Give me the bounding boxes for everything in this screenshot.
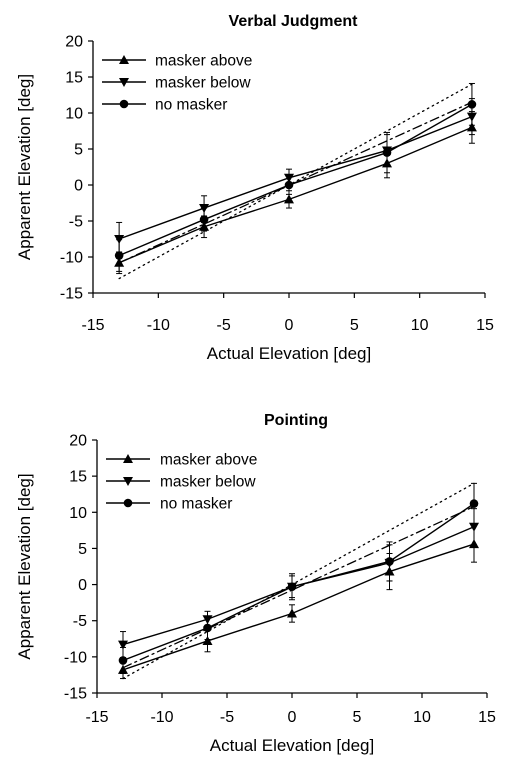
y-tick-label: 5: [78, 541, 87, 558]
y-tick-label: 0: [74, 178, 83, 195]
legend-label: masker below: [160, 474, 256, 491]
x-tick-label: 0: [288, 709, 297, 726]
y-tick-label: -15: [64, 686, 87, 703]
y-tick-label: 0: [78, 577, 87, 594]
data-point: [287, 608, 297, 618]
x-tick-label: -15: [85, 709, 108, 726]
legend-label: masker above: [160, 452, 257, 469]
legend-marker: [119, 99, 129, 109]
x-axis-label: Actual Elevation [deg]: [210, 736, 374, 755]
series-line: [118, 103, 473, 257]
chart-panel-2: Pointing -15 -10 -5 0 5 10 15 20 -15 -10 -5 0 5 10 15 Ac…: [15, 412, 496, 755]
legend-label: no masker: [155, 97, 227, 114]
data-point: [199, 215, 209, 224]
series-masker-below: [118, 508, 479, 659]
y-tick-label: 10: [65, 106, 83, 123]
data-point: [203, 623, 212, 633]
regression-line: [122, 505, 475, 669]
data-point: [284, 180, 294, 190]
identity-reference-line: [122, 482, 475, 680]
y-tick-label: 10: [69, 505, 87, 522]
series-masker-above: [118, 525, 479, 680]
identity-reference-line: [118, 83, 473, 280]
x-tick-label: 10: [413, 709, 431, 726]
legend-marker: [123, 477, 133, 486]
data-point: [382, 148, 392, 157]
y-axis-label: Apparent Elevation [deg]: [15, 473, 34, 659]
y-tick-label: 5: [74, 142, 83, 159]
legend-label: no masker: [160, 496, 232, 513]
x-tick-label: 5: [350, 317, 359, 334]
data-point: [202, 635, 213, 645]
y-axis-label: Apparent Elevation [deg]: [15, 74, 34, 260]
legend-marker: [119, 55, 129, 64]
x-tick-label: -5: [220, 709, 234, 726]
data-point: [114, 251, 124, 260]
y-tick-label: -5: [69, 214, 83, 231]
x-tick-label: 5: [353, 709, 362, 726]
chart-panel-1: Verbal Judgment -15 -10 -5 0 5 10 15 20 -15 -10 -5 0…: [15, 13, 494, 363]
chart-title: Verbal Judgment: [229, 13, 359, 30]
y-tick-label: 20: [69, 433, 87, 450]
legend-marker: [123, 454, 133, 463]
data-point: [284, 194, 294, 204]
series-no-masker: [118, 482, 479, 674]
x-tick-label: 10: [411, 317, 429, 334]
legend-marker: [119, 78, 129, 87]
legend-marker: [123, 498, 133, 508]
y-tick-label: -15: [60, 286, 83, 303]
x-tick-label: -15: [81, 317, 104, 334]
data-point: [385, 557, 394, 566]
data-point: [118, 640, 128, 650]
x-axis-label: Actual Elevation [deg]: [207, 344, 371, 363]
data-point: [469, 522, 479, 532]
series-no-masker: [114, 82, 477, 272]
legend: masker above masker below no masker: [102, 53, 252, 114]
legend: masker above masker below no masker: [106, 452, 257, 513]
y-tick-label: 20: [65, 34, 83, 51]
x-tick-label: 15: [476, 317, 494, 334]
y-tick-label: -5: [73, 613, 87, 630]
x-tick-label: -10: [147, 317, 170, 334]
x-tick-label: 0: [285, 317, 294, 334]
y-tick-label: 15: [69, 469, 87, 486]
series-line: [118, 126, 473, 264]
y-tick-label: 15: [65, 70, 83, 87]
y-tick-label: -10: [64, 649, 87, 666]
series-line: [122, 543, 475, 671]
y-tick-label: -10: [60, 250, 83, 267]
data-point: [469, 499, 479, 508]
data-point: [287, 582, 297, 592]
chart-title: Pointing: [264, 412, 328, 429]
x-tick-label: -5: [217, 317, 231, 334]
legend-label: masker below: [155, 75, 251, 92]
legend-label: masker above: [155, 53, 252, 70]
x-tick-label: -10: [150, 709, 173, 726]
series-line: [122, 503, 475, 662]
series-masker-below: [114, 98, 477, 257]
data-point: [118, 656, 128, 665]
data-point: [467, 100, 477, 109]
x-tick-label: 15: [478, 709, 496, 726]
